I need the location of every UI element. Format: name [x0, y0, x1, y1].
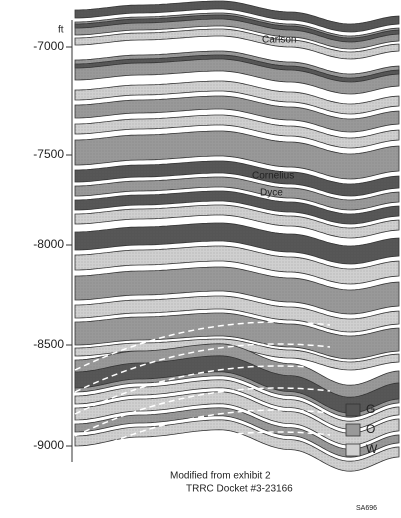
ticks: -7000 -7500 -8000 -8500 -9000	[33, 39, 72, 452]
layer-label: Carlson	[262, 35, 296, 46]
tick-label: -8000	[33, 237, 64, 251]
legend-swatch	[346, 404, 360, 416]
layer-label: Cornelius	[252, 171, 294, 182]
legend-swatch	[346, 424, 360, 436]
cross-section: ft -7000 -7500 -8000 -8500 -9000 Carlson Corn…	[0, 0, 401, 518]
figure-id: SA696	[356, 505, 377, 512]
tick-label: -8500	[33, 337, 64, 351]
tick-label: -7500	[33, 147, 64, 161]
legend-label: W	[366, 442, 378, 456]
caption-line1: Modified from exhibit 2	[170, 471, 271, 482]
legend-swatch	[346, 444, 360, 456]
caption-line2: TRRC Docket #3-23166	[186, 484, 293, 495]
axis-unit: ft	[58, 25, 64, 36]
layer-label: Dyce	[260, 188, 283, 199]
tick-label: -9000	[33, 438, 64, 452]
legend-label: G	[366, 402, 375, 416]
legend-label: O	[366, 422, 375, 436]
tick-label: -7000	[33, 39, 64, 53]
